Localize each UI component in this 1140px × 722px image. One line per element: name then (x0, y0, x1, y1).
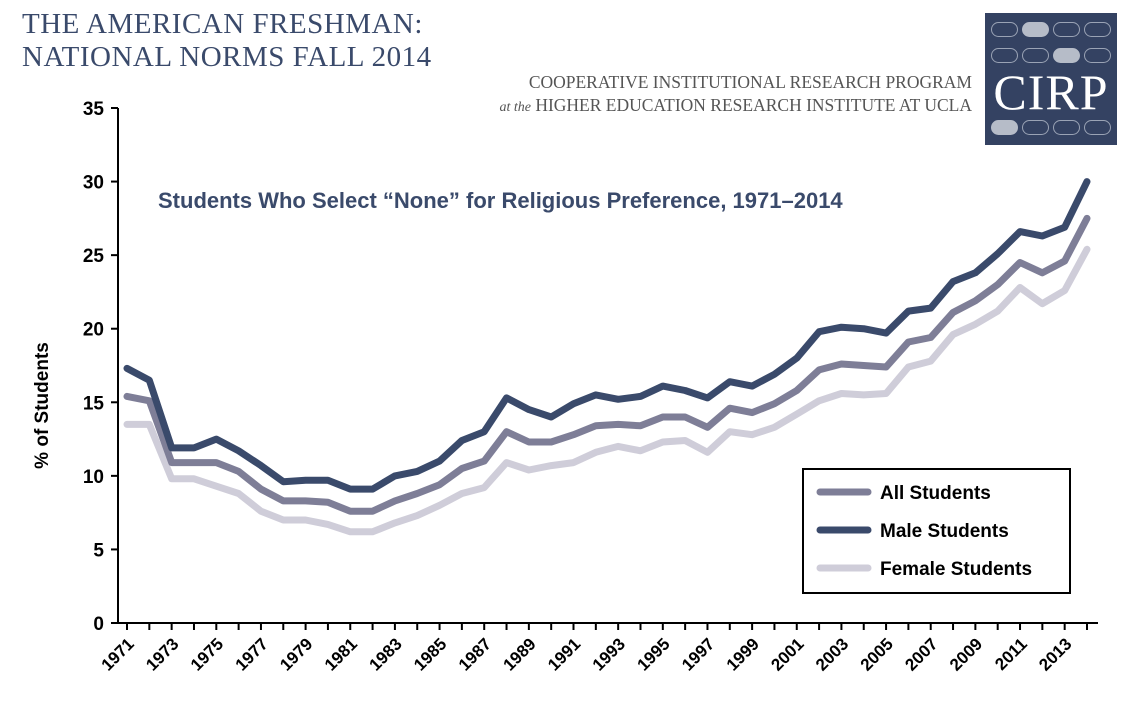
y-tick-label: 30 (83, 173, 104, 194)
x-tick-label: 2007 (901, 634, 941, 674)
report-title-line1: THE AMERICAN FRESHMAN: (22, 8, 423, 40)
y-axis-label: % of Students (32, 342, 53, 469)
x-tick-label: 1977 (232, 634, 272, 674)
org-institute: at the HIGHER EDUCATION RESEARCH INSTITU… (499, 95, 972, 116)
x-tick-label: 2009 (946, 634, 986, 674)
logo-dot (1022, 120, 1049, 135)
logo-text: CIRP (993, 64, 1109, 120)
org-prefix: at the (499, 100, 531, 115)
x-tick-label: 1981 (321, 634, 361, 674)
legend-label: Male Students (880, 521, 1009, 542)
y-tick-label: 20 (83, 320, 104, 341)
series-line-male-students (123, 178, 1091, 493)
x-tick-label: 2001 (767, 634, 807, 674)
legend-label: Female Students (880, 559, 1032, 580)
org-institute-name: HIGHER EDUCATION RESEARCH INSTITUTE AT U… (535, 95, 972, 115)
series-line-all-students (123, 214, 1091, 515)
logo-dot (1084, 22, 1111, 37)
logo-dot (1022, 22, 1049, 37)
x-tick-label: 1997 (678, 634, 718, 674)
x-tick-label: 1999 (723, 634, 763, 674)
logo-dot (991, 120, 1018, 135)
x-tick-label: 1971 (98, 634, 138, 674)
x-tick-label: 1979 (276, 634, 316, 674)
logo-dot (1053, 22, 1080, 37)
cirp-logo: CIRP (985, 13, 1117, 145)
y-tick-label: 5 (93, 540, 104, 561)
x-tick-label: 1989 (500, 634, 540, 674)
logo-dot (991, 22, 1018, 37)
legend-label: All Students (880, 483, 991, 504)
logo-dot (1084, 120, 1111, 135)
x-tick-label: 1993 (589, 634, 629, 674)
x-tick-label: 1987 (455, 634, 495, 674)
org-name: COOPERATIVE INSTITUTIONAL RESEARCH PROGR… (528, 72, 972, 92)
report-title: THE AMERICAN FRESHMAN: NATIONAL NORMS FA… (22, 8, 432, 74)
x-tick-label: 2013 (1035, 634, 1075, 674)
logo-dot (1084, 48, 1111, 63)
x-tick-label: 1973 (142, 634, 182, 674)
y-tick-label: 0 (93, 614, 104, 635)
x-tick-label: 1985 (410, 634, 450, 674)
x-tick-label: 2003 (812, 634, 852, 674)
y-tick-label: 25 (83, 246, 105, 267)
x-tick-label: 2011 (991, 634, 1031, 674)
y-tick-label: 15 (83, 393, 105, 414)
logo-dot (1022, 48, 1049, 63)
series-line-female-students (123, 245, 1091, 536)
x-tick-label: 1995 (633, 634, 673, 674)
x-tick-label: 1975 (187, 634, 227, 674)
logo-dot (1053, 120, 1080, 135)
chart-title: Students Who Select “None” for Religious… (158, 188, 843, 213)
logo-dot (1053, 48, 1080, 63)
report-title-line2: NATIONAL NORMS FALL 2014 (22, 41, 432, 73)
x-tick-label: 2005 (857, 634, 897, 674)
y-tick-label: 35 (83, 99, 105, 120)
x-tick-label: 1983 (366, 634, 406, 674)
logo-dot (991, 48, 1018, 63)
y-tick-label: 10 (83, 467, 104, 488)
x-tick-label: 1991 (544, 634, 584, 674)
